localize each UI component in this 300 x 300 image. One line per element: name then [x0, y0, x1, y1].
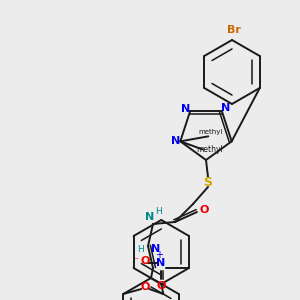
Text: H: H [156, 208, 162, 217]
Text: methyl: methyl [196, 145, 223, 154]
Text: N: N [171, 136, 180, 146]
Text: ⁻: ⁻ [134, 256, 139, 266]
Text: O: O [140, 256, 150, 266]
Text: +: + [155, 250, 163, 260]
Text: N: N [146, 212, 154, 222]
Text: N: N [152, 244, 160, 254]
Text: methyl: methyl [198, 129, 223, 135]
Text: H: H [136, 244, 143, 253]
Text: Br: Br [227, 25, 241, 35]
Text: S: S [203, 176, 212, 188]
Text: O: O [199, 205, 209, 215]
Text: N: N [221, 103, 230, 113]
Text: N: N [181, 104, 190, 114]
Text: N: N [156, 258, 166, 268]
Text: O: O [156, 281, 166, 291]
Text: O: O [141, 282, 150, 292]
